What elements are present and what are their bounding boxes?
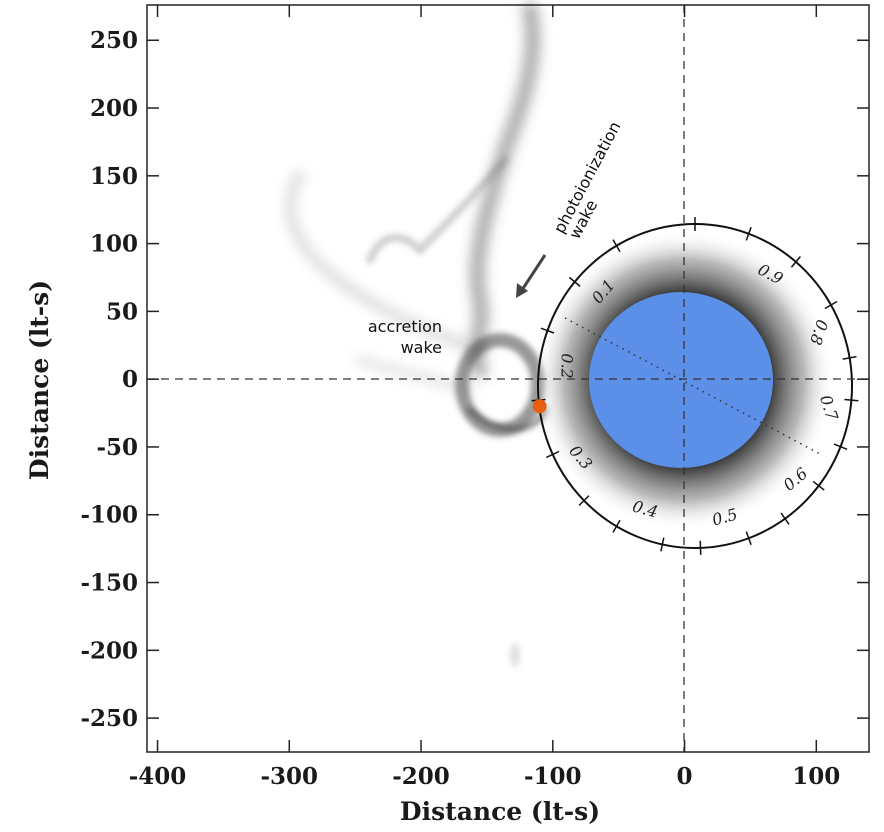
arrow [522, 255, 545, 290]
y-tick-label: 150 [90, 163, 138, 190]
y-tick-label: -150 [80, 570, 138, 597]
orbit-tick [825, 302, 837, 309]
y-tick-label: -50 [96, 434, 138, 461]
neutron-star [533, 399, 547, 413]
y-tick-label: -200 [80, 637, 138, 664]
x-tick-label: -300 [261, 763, 319, 790]
annotation: accretion [368, 317, 442, 336]
x-tick-label: 0 [677, 763, 693, 790]
phase-label: 0.2 [558, 353, 577, 378]
chart: photoionization wake accretion wake Dist… [0, 0, 884, 832]
x-tick-label: -100 [524, 763, 582, 790]
y-tick-label: 50 [106, 298, 138, 325]
orbit-tick [813, 481, 824, 490]
x-tick-label: 100 [792, 763, 840, 790]
page: {"chart_data": {"type": "scatter", "x_la… [0, 0, 884, 832]
orbit-tick [844, 400, 858, 401]
y-axis-label: Distance (lt-s) [25, 280, 54, 480]
orbit-tick [613, 520, 620, 532]
x-axis-label: Distance (lt-s) [400, 797, 600, 826]
x-tick-label: -400 [129, 763, 187, 790]
orbit-tick [781, 513, 789, 524]
y-tick-label: -100 [80, 502, 138, 529]
companion-star [589, 292, 773, 468]
x-tick-label: -200 [392, 763, 450, 790]
annotation: wake [401, 338, 442, 357]
y-tick-label: 100 [90, 231, 138, 258]
y-tick-label: -250 [80, 705, 138, 732]
y-tick-label: 200 [90, 95, 138, 122]
y-tick-label: 0 [122, 366, 138, 393]
y-tick-label: 250 [90, 27, 138, 54]
